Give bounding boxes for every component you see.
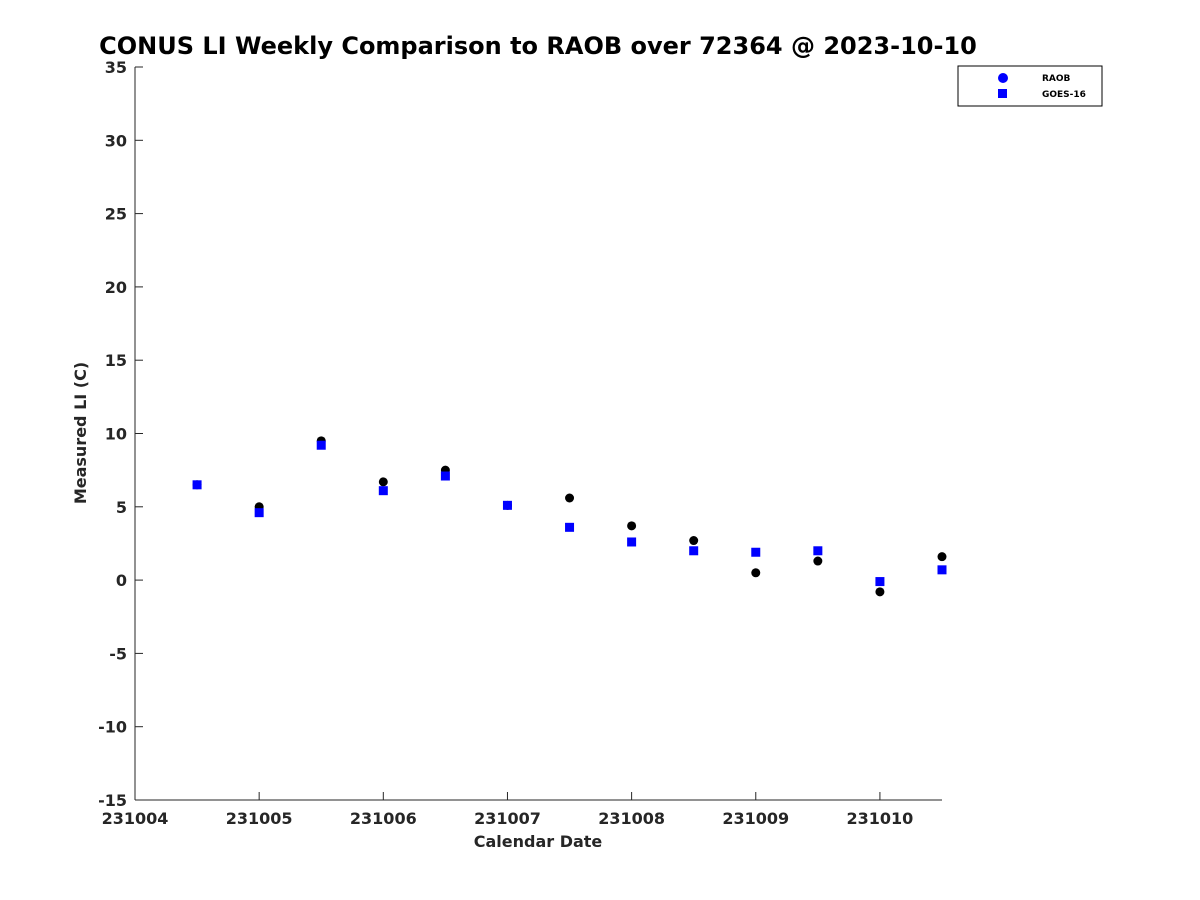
x-tick-label: 231006 [350,809,417,828]
raob-point [689,536,699,546]
y-tick-label: -5 [109,644,127,663]
y-axis-ticks: -15 -10 -5 0 5 10 15 20 25 30 35 [98,58,143,810]
x-axis-ticks: 231004 231005 231006 231007 231008 231009 2310… [102,792,914,828]
raob-point [751,568,761,578]
legend-raob-marker [998,73,1008,83]
raob-point [937,552,947,562]
y-tick-label: -15 [98,791,127,810]
y-tick-label: 10 [105,425,127,444]
x-tick-label: 231009 [722,809,789,828]
x-tick-label: 231004 [102,809,169,828]
y-tick-label: 25 [105,205,127,224]
raob-point [813,556,823,566]
y-tick-label: 5 [116,498,127,517]
y-axis-label: Measured LI (C) [71,362,90,504]
y-tick-label: 30 [105,131,127,150]
raob-point [378,477,388,487]
legend-goes16-marker [998,89,1007,98]
chart-title: CONUS LI Weekly Comparison to RAOB over … [99,32,977,60]
legend: RAOB GOES-16 [957,65,1103,107]
y-tick-label: 0 [116,571,127,590]
goes-16-point [875,577,885,587]
raob-point [565,493,575,503]
goes-16-point [440,471,450,481]
legend-goes16-label: GOES-16 [1042,90,1086,100]
x-tick-label: 231005 [226,809,293,828]
y-tick-label: 20 [105,278,127,297]
goes-16-point [627,537,637,547]
goes-16-point [316,440,326,450]
y-tick-label: 15 [105,351,127,370]
y-tick-label: -10 [98,718,127,737]
x-tick-label: 231007 [474,809,541,828]
goes-16-point [565,522,575,532]
x-axis-label: Calendar Date [474,832,603,851]
goes-16-point [689,546,699,556]
axes [134,67,942,801]
goes-16-point [502,500,512,510]
legend-box [957,65,1103,107]
goes-16-point [254,508,264,518]
goes-16-point [937,565,947,575]
legend-raob-label: RAOB [1042,74,1071,84]
goes-16-point [813,546,823,556]
y-tick-label: 35 [105,58,127,77]
goes-16-point [751,547,761,557]
goes-16-point [192,480,202,490]
x-tick-label: 231008 [598,809,665,828]
raob-point [627,521,637,531]
raob-point [875,587,885,597]
goes-16-point [378,486,388,496]
data-points [192,436,947,597]
x-tick-label: 231010 [847,809,914,828]
